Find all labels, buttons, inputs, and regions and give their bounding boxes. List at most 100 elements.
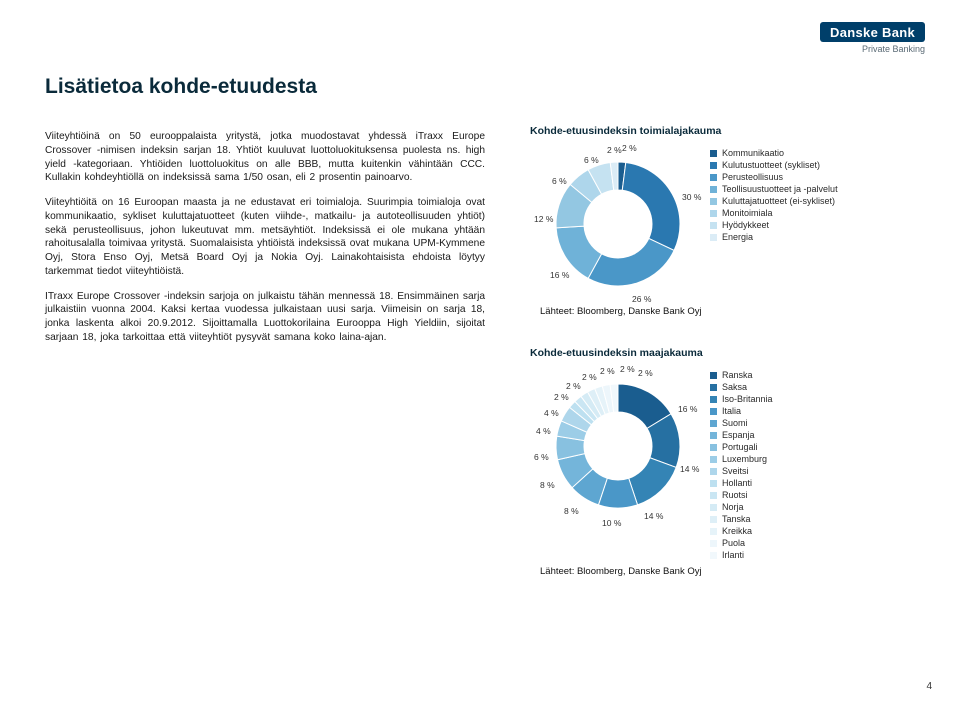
body-text: Viiteyhtiöinä on 50 eurooppalaista yrity…: [45, 130, 485, 356]
chart-slice-label: 26 %: [632, 294, 651, 304]
legend-item: Energia: [710, 232, 838, 242]
legend-swatch: [710, 420, 717, 427]
legend-swatch: [710, 384, 717, 391]
legend-swatch: [710, 234, 717, 241]
legend-item: Teollisuustuotteet ja -palvelut: [710, 184, 838, 194]
legend-swatch: [710, 210, 717, 217]
charts-column: Kohde-etuusindeksin toimialajakauma 2 % 3…: [530, 125, 930, 607]
chart-slice-label: 2 %: [600, 366, 615, 376]
legend-swatch: [710, 372, 717, 379]
chart-slice-label: 2 %: [554, 392, 569, 402]
chart-slice-label: 6 %: [552, 176, 567, 186]
legend-swatch: [710, 198, 717, 205]
legend-item: Puola: [710, 538, 773, 548]
legend-label: Kulutustuotteet (sykliset): [722, 160, 820, 170]
legend-label: Sveitsi: [722, 466, 749, 476]
legend-swatch: [710, 444, 717, 451]
chart-slice-label: 14 %: [680, 464, 699, 474]
legend-label: Puola: [722, 538, 745, 548]
legend-item: Sveitsi: [710, 466, 773, 476]
legend-swatch: [710, 456, 717, 463]
legend-label: Irlanti: [722, 550, 744, 560]
legend-label: Monitoimiala: [722, 208, 773, 218]
legend-label: Saksa: [722, 382, 747, 392]
legend-item: Portugali: [710, 442, 773, 452]
legend-item: Norja: [710, 502, 773, 512]
legend-item: Suomi: [710, 418, 773, 428]
legend-swatch: [710, 186, 717, 193]
legend-item: Irlanti: [710, 550, 773, 560]
legend-item: Saksa: [710, 382, 773, 392]
legend-swatch: [710, 396, 717, 403]
legend-item: Tanska: [710, 514, 773, 524]
legend-swatch: [710, 162, 717, 169]
industry-donut-chart: 2 %30 %26 %16 %12 %6 %6 %2 %: [530, 142, 710, 302]
legend-item: Kuluttajatuotteet (ei-sykliset): [710, 196, 838, 206]
chart-slice-label: 8 %: [564, 506, 579, 516]
legend-item: Luxemburg: [710, 454, 773, 464]
legend-item: Espanja: [710, 430, 773, 440]
chart-slice: [622, 162, 680, 250]
chart-slice-label: 14 %: [644, 511, 663, 521]
chart-slice-label: 30 %: [682, 192, 701, 202]
legend-swatch: [710, 174, 717, 181]
legend-label: Kreikka: [722, 526, 752, 536]
legend-label: Suomi: [722, 418, 748, 428]
legend-item: Kreikka: [710, 526, 773, 536]
chart-slice-label: 6 %: [534, 452, 549, 462]
legend-swatch: [710, 504, 717, 511]
chart-slice-label: 16 %: [550, 270, 569, 280]
legend-swatch: [710, 540, 717, 547]
chart-slice-label: 8 %: [540, 480, 555, 490]
industry-chart-title: Kohde-etuusindeksin toimialajakauma: [530, 125, 930, 137]
legend-swatch: [710, 222, 717, 229]
country-chart-title: Kohde-etuusindeksin maajakauma: [530, 347, 930, 359]
legend-item: Kulutustuotteet (sykliset): [710, 160, 838, 170]
paragraph-3: ITraxx Europe Crossover -indeksin sarjoj…: [45, 290, 485, 345]
legend-label: Espanja: [722, 430, 755, 440]
chart-slice-label: 2 %: [582, 372, 597, 382]
page-title: Lisätietoa kohde-etuudesta: [45, 75, 317, 99]
chart-slice-label: 2 %: [620, 364, 635, 374]
legend-label: Ruotsi: [722, 490, 748, 500]
legend-swatch: [710, 480, 717, 487]
brand-logo: Danske Bank Private Banking: [820, 22, 925, 54]
brand-name: Danske Bank: [820, 22, 925, 42]
legend-swatch: [710, 468, 717, 475]
chart-slice-label: 2 %: [622, 143, 637, 153]
legend-label: Italia: [722, 406, 741, 416]
legend-item: Ruotsi: [710, 490, 773, 500]
industry-chart-block: Kohde-etuusindeksin toimialajakauma 2 % 3…: [530, 125, 930, 317]
legend-item: Hyödykkeet: [710, 220, 838, 230]
legend-item: Italia: [710, 406, 773, 416]
legend-label: Hyödykkeet: [722, 220, 769, 230]
chart-slice-label: 6 %: [584, 155, 599, 165]
legend-swatch: [710, 528, 717, 535]
paragraph-1: Viiteyhtiöinä on 50 eurooppalaista yrity…: [45, 130, 485, 185]
legend-swatch: [710, 492, 717, 499]
industry-chart-source: Lähteet: Bloomberg, Danske Bank Oyj: [530, 306, 930, 317]
chart-slice-label: 10 %: [602, 518, 621, 528]
chart-slice-label: 2 %: [638, 368, 653, 378]
chart-slice-label: 16 %: [678, 404, 697, 414]
legend-item: Monitoimiala: [710, 208, 838, 218]
legend-label: Teollisuustuotteet ja -palvelut: [722, 184, 838, 194]
legend-label: Luxemburg: [722, 454, 767, 464]
legend-item: Ranska: [710, 370, 773, 380]
country-chart-source: Lähteet: Bloomberg, Danske Bank Oyj: [530, 566, 930, 577]
legend-swatch: [710, 552, 717, 559]
brand-sub: Private Banking: [820, 44, 925, 54]
legend-label: Hollanti: [722, 478, 752, 488]
legend-swatch: [710, 516, 717, 523]
legend-swatch: [710, 150, 717, 157]
chart-slice-label: 12 %: [534, 214, 553, 224]
legend-label: Kuluttajatuotteet (ei-sykliset): [722, 196, 835, 206]
legend-item: Perusteollisuus: [710, 172, 838, 182]
legend-label: Norja: [722, 502, 744, 512]
country-legend: RanskaSaksaIso-BritanniaItaliaSuomiEspan…: [710, 364, 773, 562]
legend-swatch: [710, 408, 717, 415]
page-number: 4: [926, 681, 932, 692]
paragraph-2: Viiteyhtiöitä on 16 Euroopan maasta ja n…: [45, 196, 485, 279]
legend-label: Ranska: [722, 370, 753, 380]
legend-swatch: [710, 432, 717, 439]
